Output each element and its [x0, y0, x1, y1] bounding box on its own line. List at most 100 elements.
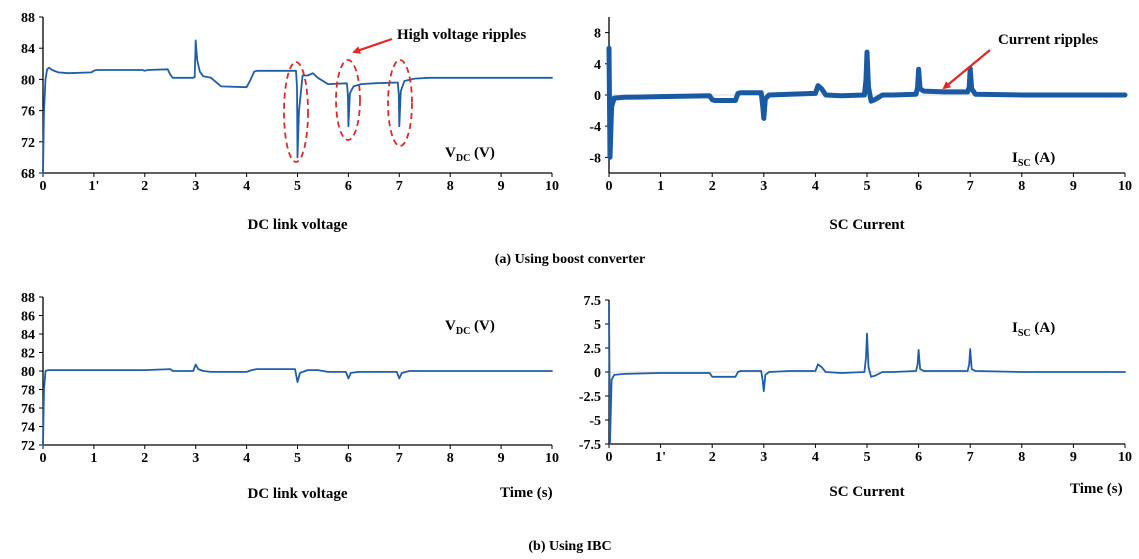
y-tick-label: 80 — [21, 73, 35, 88]
y-tick-label: 72 — [21, 136, 35, 151]
x-tick-label: 10 — [1118, 179, 1132, 194]
signal-label: ISC (A) — [1012, 320, 1055, 339]
y-tick-label: 82 — [21, 347, 35, 362]
x-tick-label: 6 — [345, 179, 352, 194]
y-tick-label: 74 — [21, 421, 35, 436]
x-tick-label: 2 — [141, 179, 148, 194]
x-tick-label: 3 — [192, 179, 199, 194]
y-tick-label: 84 — [21, 42, 35, 57]
x-tick-label: 8 — [447, 179, 454, 194]
x-tick-label: 4 — [812, 179, 819, 194]
x-tick-label: 1 — [90, 451, 97, 466]
y-tick-label: -2.5 — [579, 390, 601, 405]
y-tick-label: 76 — [21, 402, 35, 417]
ripple-highlights — [283, 59, 413, 163]
x-tick-label: 7 — [396, 179, 403, 194]
x-tick-label: 0 — [606, 179, 613, 194]
x-tick-label: 0 — [606, 450, 613, 465]
x-tick-label: 2 — [709, 450, 716, 465]
x-tick-label: 4 — [812, 450, 819, 465]
x-axis-title: SC Current — [829, 217, 904, 233]
x-tick-label: 9 — [498, 179, 505, 194]
x-tick-label: 2 — [709, 179, 716, 194]
x-axis-title: SC Current — [829, 484, 904, 500]
x-tick-label: 5 — [864, 179, 871, 194]
ripple-ellipse-t6 — [335, 59, 361, 141]
x-tick-label: 1' — [655, 450, 666, 465]
y-tick-label: 88 — [21, 11, 35, 26]
x-tick-label: 7 — [967, 450, 974, 465]
x-tick-label: 0 — [40, 451, 47, 466]
x-tick-label: 9 — [498, 451, 505, 466]
x-tick-label: 6 — [345, 451, 352, 466]
x-tick-label: 10 — [1118, 450, 1132, 465]
y-tick-label: 2.5 — [584, 342, 602, 357]
signal-label: VDC (V) — [445, 318, 495, 337]
x-tick-label: 5 — [294, 179, 301, 194]
y-tick-label: 7.5 — [584, 294, 602, 309]
y-tick-label: 80 — [21, 365, 35, 380]
signal-label: ISC (A) — [1012, 150, 1055, 169]
x-tick-label: 5 — [294, 451, 301, 466]
x-tick-label: 5 — [864, 450, 871, 465]
series-line-a-isc — [606, 45, 1128, 160]
x-axis-title: DC link voltage — [247, 217, 347, 233]
y-tick-label: 84 — [21, 328, 35, 343]
y-tick-label: 0 — [594, 89, 601, 104]
time-axis-label: Time (s) — [500, 485, 553, 501]
y-tick-label: 8 — [594, 27, 601, 42]
x-tick-label: 9 — [1070, 450, 1077, 465]
y-tick-label: -7.5 — [579, 438, 601, 453]
annotation-current-ripples: Current ripples — [998, 32, 1098, 48]
annotation-arrow-voltage — [352, 37, 393, 54]
x-tick-label: 10 — [545, 451, 559, 466]
series-line-b-vdc — [42, 363, 553, 446]
x-tick-label: 8 — [1018, 179, 1025, 194]
x-tick-label: 6 — [915, 179, 922, 194]
caption-b: (b) Using IBC — [528, 539, 611, 554]
x-tick-label: 7 — [967, 179, 974, 194]
x-tick-label: 3 — [760, 450, 767, 465]
y-tick-label: 78 — [21, 384, 35, 399]
x-tick-label: 3 — [192, 451, 199, 466]
x-tick-label: 7 — [396, 451, 403, 466]
annotation-high-voltage-ripples: High voltage ripples — [397, 27, 526, 43]
x-tick-label: 10 — [545, 179, 559, 194]
y-tick-label: -8 — [589, 151, 601, 166]
y-tick-label: 72 — [21, 439, 35, 454]
y-tick-label: 86 — [21, 310, 35, 325]
ripple-ellipse-t7 — [387, 59, 413, 147]
x-tick-label: 1 — [657, 179, 664, 194]
x-axis-title: DC link voltage — [247, 486, 347, 502]
x-tick-label: 2 — [141, 451, 148, 466]
time-axis-label: Time (s) — [1070, 481, 1123, 497]
x-tick-label: 3 — [760, 179, 767, 194]
x-tick-label: 9 — [1070, 179, 1077, 194]
x-tick-label: 4 — [243, 179, 250, 194]
signal-label: VDC (V) — [445, 145, 495, 164]
caption-a: (a) Using boost converter — [495, 252, 645, 267]
x-tick-label: 8 — [1018, 450, 1025, 465]
series-line-a-vdc — [42, 39, 553, 174]
series-line-b-isc — [608, 303, 1126, 445]
y-tick-label: -4 — [589, 120, 601, 135]
y-tick-label: 5 — [594, 318, 601, 333]
y-tick-label: 88 — [21, 291, 35, 306]
y-tick-label: 0 — [594, 366, 601, 381]
y-tick-label: 68 — [21, 167, 35, 182]
chart-a-sc-current: 0 1 2 3 4 5 6 7 8 9 10 -8 -4 0 4 8 SC Current ISC (A) — [589, 17, 1132, 233]
chart-a-dc-link-voltage: 0 1' 2 3 4 5 6 7 8 9 10 68 72 76 80 84 88 DC link voltage… — [21, 11, 559, 233]
y-tick-label: -5 — [589, 414, 601, 429]
y-tick-label: 4 — [594, 58, 601, 73]
x-tick-label: 1' — [88, 179, 99, 194]
x-tick-label: 6 — [915, 450, 922, 465]
annotation-arrow-current — [942, 49, 991, 90]
x-tick-label: 0 — [40, 179, 47, 194]
x-tick-label: 8 — [447, 451, 454, 466]
chart-b-sc-current: 0 1' 2 3 4 5 6 7 8 9 10 -7.5 -5 -2.5 0 2.5 5 7.5 SC Curren… — [579, 294, 1132, 500]
y-tick-label: 76 — [21, 105, 35, 120]
x-tick-label: 4 — [243, 451, 250, 466]
ripple-ellipse-t5 — [283, 61, 309, 163]
